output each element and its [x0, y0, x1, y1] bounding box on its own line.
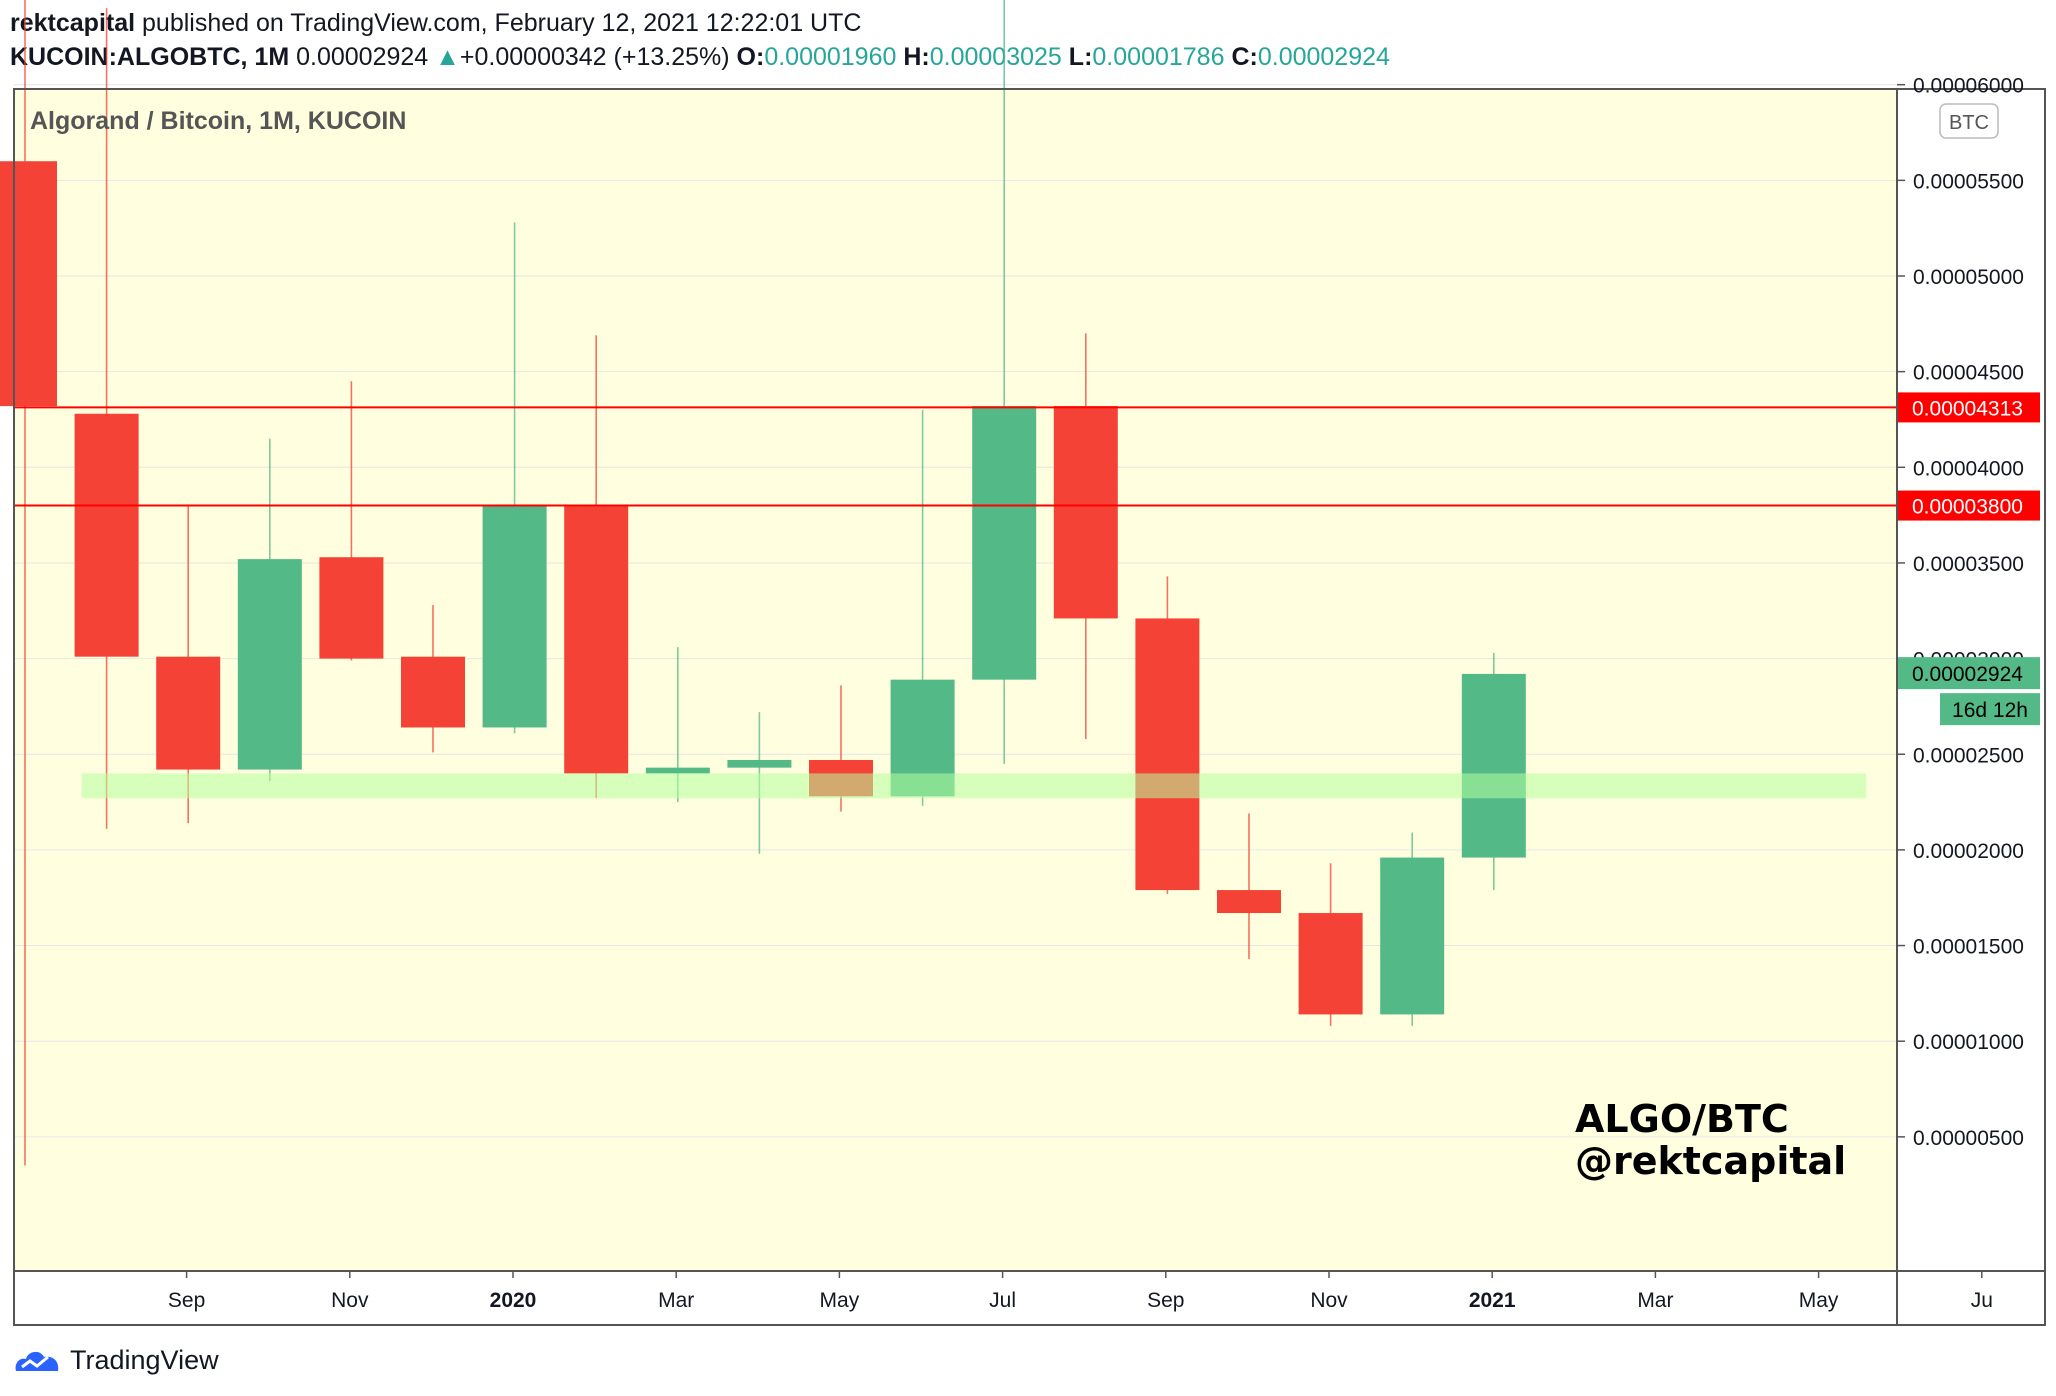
grid	[14, 84, 1897, 1138]
price-tick-label: 0.00004500	[1913, 362, 2024, 385]
candle-body[interactable]	[237, 559, 302, 770]
plot-background	[14, 89, 1897, 1271]
price-tick-label: 0.00001500	[1913, 936, 2024, 959]
candle-2019-12[interactable]	[319, 381, 384, 661]
candle-body[interactable]	[74, 413, 139, 657]
candle-2019-11[interactable]	[237, 438, 302, 782]
price-tick-label: 0.00002500	[1913, 744, 2024, 767]
candle-2020-02[interactable]	[482, 222, 547, 734]
chart-header: rektcapital published on TradingView.com…	[10, 6, 2050, 74]
time-tick-label: Mar	[1637, 1289, 1673, 1312]
candle-2020-09[interactable]	[1053, 333, 1118, 739]
currency-badge-label: BTC	[1949, 112, 1989, 134]
open-value: 0.00001960	[764, 43, 897, 71]
price-tick-label: 0.00000500	[1913, 1127, 2024, 1150]
candle-2019-09[interactable]	[74, 8, 139, 829]
candle-2020-10[interactable]	[1135, 576, 1200, 894]
time-tick-label: Sep	[1147, 1289, 1184, 1312]
candle-2019-10[interactable]	[156, 505, 221, 824]
time-tick-label: 2020	[490, 1289, 537, 1312]
time-axis[interactable]: Sep Nov 2020 Mar May Jul Sep Nov 2021 Mar May Ju	[168, 1271, 1993, 1312]
current-price-tag	[1898, 657, 2040, 690]
open-label: O:	[736, 43, 765, 71]
candle-body[interactable]	[1053, 406, 1118, 619]
time-tick-label: Sep	[168, 1289, 205, 1312]
symbol-info: KUCOIN:ALGOBTC, 1M 0.00002924 ▲+0.000003…	[10, 40, 2050, 74]
low-value: 0.00001786	[1092, 43, 1225, 71]
candles[interactable]	[0, 0, 1526, 1166]
support-zone-layer	[81, 773, 1867, 799]
last-price: 0.00002924	[296, 43, 429, 71]
candle-body[interactable]	[1461, 673, 1526, 858]
author-name[interactable]: rektcapital	[10, 9, 136, 37]
candle-body[interactable]	[727, 759, 792, 768]
price-tick-label: 0.00003500	[1913, 553, 2024, 576]
annotation-pair: ALGO/BTC	[1575, 1097, 1789, 1141]
candle-body[interactable]	[156, 656, 221, 770]
candle-body[interactable]	[564, 505, 629, 774]
candle-2021-02[interactable]	[1461, 652, 1526, 891]
support-zone	[81, 773, 1867, 799]
price-axis[interactable]: 0.00000500 0.00001000 0.00001500 0.00002000…	[1897, 75, 2024, 1150]
resistance-price-tag	[1898, 392, 2040, 423]
published-text: published on TradingView.com, February 1…	[142, 9, 862, 37]
time-tick-label: Nov	[1310, 1289, 1348, 1312]
candle-body[interactable]	[0, 161, 57, 407]
candle-2020-11[interactable]	[1217, 813, 1281, 959]
symbol-label: KUCOIN:ALGOBTC, 1M	[10, 43, 290, 71]
candle-body[interactable]	[1298, 913, 1363, 1015]
candle-body[interactable]	[1217, 890, 1281, 914]
horizontal-lines	[14, 406, 1897, 507]
candle-body[interactable]	[401, 656, 465, 728]
close-label: C:	[1231, 43, 1258, 71]
price-tick-label: 0.00006000	[1913, 75, 2024, 98]
candle-body[interactable]	[482, 505, 547, 728]
currency-badge[interactable]: BTC	[1939, 103, 1999, 139]
time-tick-label: Nov	[331, 1289, 369, 1312]
close-value: 0.00002924	[1257, 43, 1390, 71]
time-tick-label: 2021	[1469, 1289, 1516, 1312]
chart-border	[13, 88, 2046, 1326]
tradingview-brand: TradingView	[70, 1344, 219, 1375]
candle-body[interactable]	[972, 406, 1037, 680]
candle-body[interactable]	[319, 557, 384, 659]
countdown-tag	[1940, 693, 2040, 726]
low-label: L:	[1068, 43, 1093, 71]
price-tick-label: 0.00004000	[1913, 457, 2024, 480]
candle-2020-01[interactable]	[401, 605, 465, 753]
tradingview-footer[interactable]: TradingView	[12, 1340, 219, 1380]
candle-2021-01[interactable]	[1380, 832, 1445, 1026]
resistance-price-label: 0.00004313	[1912, 397, 2023, 420]
price-tick-label: 0.00002000	[1913, 840, 2024, 863]
time-tick-label: May	[820, 1289, 860, 1312]
chart-title: Algorand / Bitcoin, 1M, KUCOIN	[30, 107, 406, 135]
time-tick-label: Jul	[989, 1289, 1016, 1312]
candle-2019-08[interactable]	[0, 0, 57, 1166]
price-tick-label: 0.00001000	[1913, 1031, 2024, 1054]
price-tick-label: 0.00005500	[1913, 170, 2024, 193]
tradingview-logo-icon	[15, 1351, 59, 1371]
price-change: +0.00000342 (+13.25%)	[459, 43, 730, 71]
annotation-handle: @rektcapital	[1575, 1139, 1846, 1183]
price-tick-label: 0.00005000	[1913, 266, 2024, 289]
time-tick-label: Mar	[658, 1289, 694, 1312]
candle-2020-12[interactable]	[1298, 863, 1363, 1026]
resistance-price-label: 0.00003800	[1912, 496, 2023, 519]
candle-2020-03[interactable]	[564, 335, 629, 799]
current-price-label: 0.00002924	[1912, 663, 2023, 686]
price-tags: 0.00004313 0.00003800 0.00002924 16d 12h	[1898, 392, 2040, 726]
resistance-price-tag	[1898, 490, 2040, 521]
up-arrow-icon: ▲	[435, 43, 460, 71]
publish-info: rektcapital published on TradingView.com…	[10, 6, 2050, 40]
high-label: H:	[903, 43, 930, 71]
high-value: 0.00003025	[929, 43, 1062, 71]
countdown-label: 16d 12h	[1952, 699, 2028, 722]
time-tick-label: Ju	[1971, 1289, 1993, 1312]
candle-body[interactable]	[1135, 618, 1200, 891]
time-tick-label: May	[1799, 1289, 1839, 1312]
candle-body[interactable]	[645, 767, 710, 774]
candle-body[interactable]	[1380, 857, 1445, 1015]
candle-2020-08[interactable]	[972, 0, 1037, 764]
